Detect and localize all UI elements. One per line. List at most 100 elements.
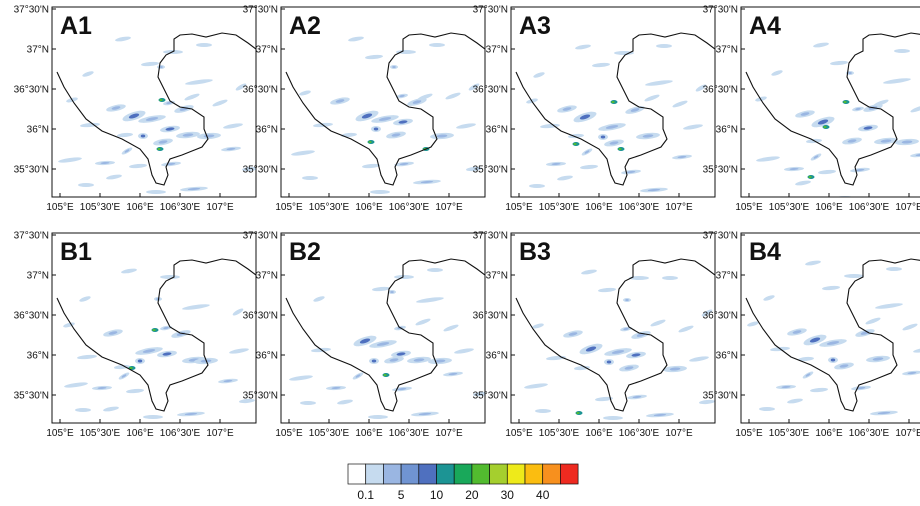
precip-patch [818, 169, 836, 175]
precip-core [809, 337, 821, 343]
precip-patch [662, 276, 678, 280]
precip-core [877, 411, 891, 415]
precip-core [653, 413, 667, 417]
colorbar-swatch [347, 463, 367, 485]
precip-core [413, 358, 425, 362]
lat-tick-label: 36°30'N [473, 311, 508, 322]
precip-core [647, 188, 661, 192]
precip-patch [672, 100, 688, 108]
precip-patch [695, 84, 707, 92]
lon-tick-label: 107°E [435, 428, 463, 439]
precip-patch [645, 80, 673, 86]
precip-core [448, 372, 458, 376]
precip-patch [913, 347, 920, 353]
precip-core [839, 364, 849, 368]
lon-tick-label: 105°E [46, 428, 74, 439]
lat-tick-label: 36°30'N [703, 85, 738, 96]
precip-core [223, 379, 233, 383]
province-boundary [515, 32, 715, 186]
colorbar-swatch [560, 463, 579, 485]
lon-tick-label: 106°E [585, 202, 613, 213]
precip-core [855, 107, 861, 111]
panel-frame [51, 232, 257, 424]
lat-tick-label: 35°30'N [14, 165, 49, 176]
lon-tick-label: 105°30'E [80, 202, 121, 213]
precip-patch [184, 93, 200, 101]
lat-tick-label: 37°N [716, 45, 738, 56]
precipitation-field [63, 268, 255, 419]
lon-tick-label: 107°E [895, 202, 920, 213]
lon-tick-label: 105°30'E [539, 202, 580, 213]
precip-patch [529, 184, 545, 188]
precip-patch [182, 304, 210, 310]
lat-tick-label: 36°N [27, 125, 49, 136]
panel-a1: 37°30'N 37°N 36°30'N 36°N 35°30'N 105°E 105°30… [14, 5, 257, 213]
province-boundary [285, 32, 485, 186]
precip-core [184, 412, 198, 416]
precipitation-field [755, 42, 920, 197]
precip-core [121, 374, 127, 378]
precip-patch [235, 83, 247, 91]
lon-tick-label: 105°30'E [769, 428, 810, 439]
lon-tick-label: 107°E [206, 202, 234, 213]
precip-patch [763, 295, 775, 301]
precip-patch [106, 174, 122, 180]
precip-patch [291, 150, 315, 156]
lat-tick-label: 36°30'N [243, 311, 278, 322]
lat-tick-label: 37°N [256, 45, 278, 56]
precip-core [140, 134, 146, 138]
precip-patch [598, 287, 616, 293]
lat-tick-label: 35°30'N [703, 165, 738, 176]
precip-patch [629, 276, 649, 280]
precip-patch [443, 324, 459, 332]
precip-patch [456, 123, 476, 129]
precip-core [579, 114, 591, 120]
precip-patch [79, 296, 91, 302]
lat-tick-label: 37°N [27, 45, 49, 56]
precip-patch [114, 364, 130, 370]
lat-tick-label: 37°30'N [243, 231, 278, 242]
lat-tick-label: 36°30'N [703, 311, 738, 322]
panel-background [52, 233, 256, 423]
precip-hotspot-core [383, 374, 387, 376]
precip-core [642, 134, 654, 138]
precip-core [826, 341, 840, 345]
precip-core [609, 141, 619, 145]
precip-patch [747, 321, 759, 327]
precip-patch [337, 399, 353, 405]
precip-patch [910, 152, 920, 158]
precip-core [568, 332, 578, 336]
lon-tick-label: 106°E [585, 428, 613, 439]
lat-tick-label: 37°30'N [14, 231, 49, 242]
lat-tick-label: 37°30'N [14, 5, 49, 16]
precip-core [584, 150, 590, 154]
precip-patch [396, 50, 416, 54]
precip-patch [302, 176, 318, 180]
precip-patch [683, 124, 703, 130]
precip-core [600, 135, 606, 139]
precip-patch [650, 319, 666, 327]
precip-core [677, 155, 687, 159]
precip-patch [902, 323, 918, 331]
precip-core [111, 106, 121, 110]
panel-label: A3 [519, 12, 551, 40]
precipitation-field [526, 44, 707, 193]
precip-hotspot-core [618, 148, 622, 150]
precip-patch [466, 166, 482, 172]
lat-tick-label: 37°30'N [473, 231, 508, 242]
lon-tick-label: 106°E [355, 428, 383, 439]
precip-core [361, 113, 373, 119]
precip-patch [121, 268, 137, 274]
precip-patch [77, 354, 97, 360]
precip-patch [581, 269, 597, 275]
precip-core [128, 113, 140, 119]
lon-tick-label: 105°30'E [309, 202, 350, 213]
precip-patch [416, 297, 444, 303]
lon-tick-label: 105°30'E [80, 428, 121, 439]
precip-core [335, 99, 345, 103]
lat-tick-label: 36°30'N [14, 311, 49, 322]
precip-core [830, 358, 836, 362]
province-boundary [745, 258, 920, 412]
precip-patch [117, 132, 133, 138]
precip-hotspot-core [573, 143, 577, 145]
